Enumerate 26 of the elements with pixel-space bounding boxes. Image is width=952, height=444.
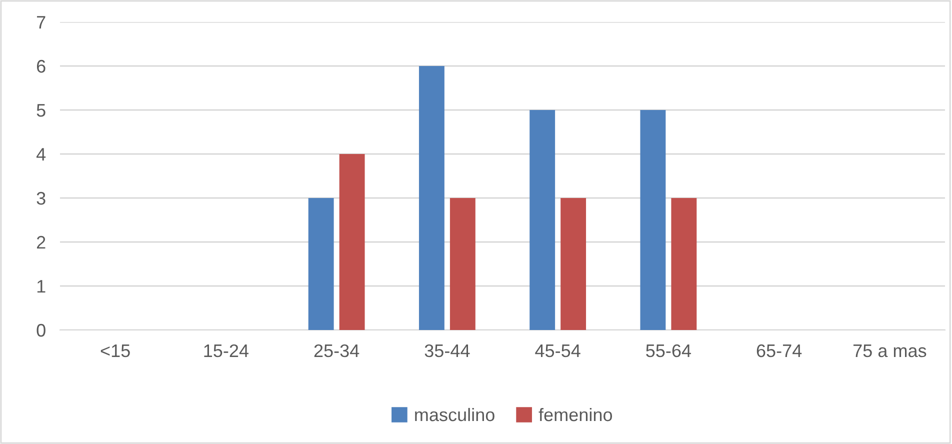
x-tick-label: 75 a mas [853,344,926,358]
legend-label: masculino [415,408,494,422]
y-tick-label: 6 [36,60,46,73]
y-tick-label: 7 [36,16,46,29]
bar [530,110,556,330]
x-tick-label: 65-74 [756,344,802,358]
legend-label: femenino [538,408,612,422]
x-tick-label: 55-64 [646,344,691,358]
x-tick-label: 25-34 [314,344,360,358]
bar [640,110,666,330]
bar [308,198,334,330]
x-tick-label: 15-24 [204,344,248,358]
y-tick-label: 4 [36,148,46,161]
bar [560,198,586,330]
bar [671,198,697,330]
y-tick-label: 3 [36,192,46,205]
bar [450,198,476,330]
bar [339,154,365,330]
y-tick-label: 0 [36,324,46,337]
y-tick-label: 5 [36,104,46,117]
bar [418,66,444,330]
x-tick-label: <15 [100,344,130,358]
y-tick-label: 2 [36,236,46,249]
x-tick-label: 35-44 [424,344,470,358]
y-tick-label: 1 [37,280,46,293]
x-tick-label: 45-54 [535,344,580,358]
